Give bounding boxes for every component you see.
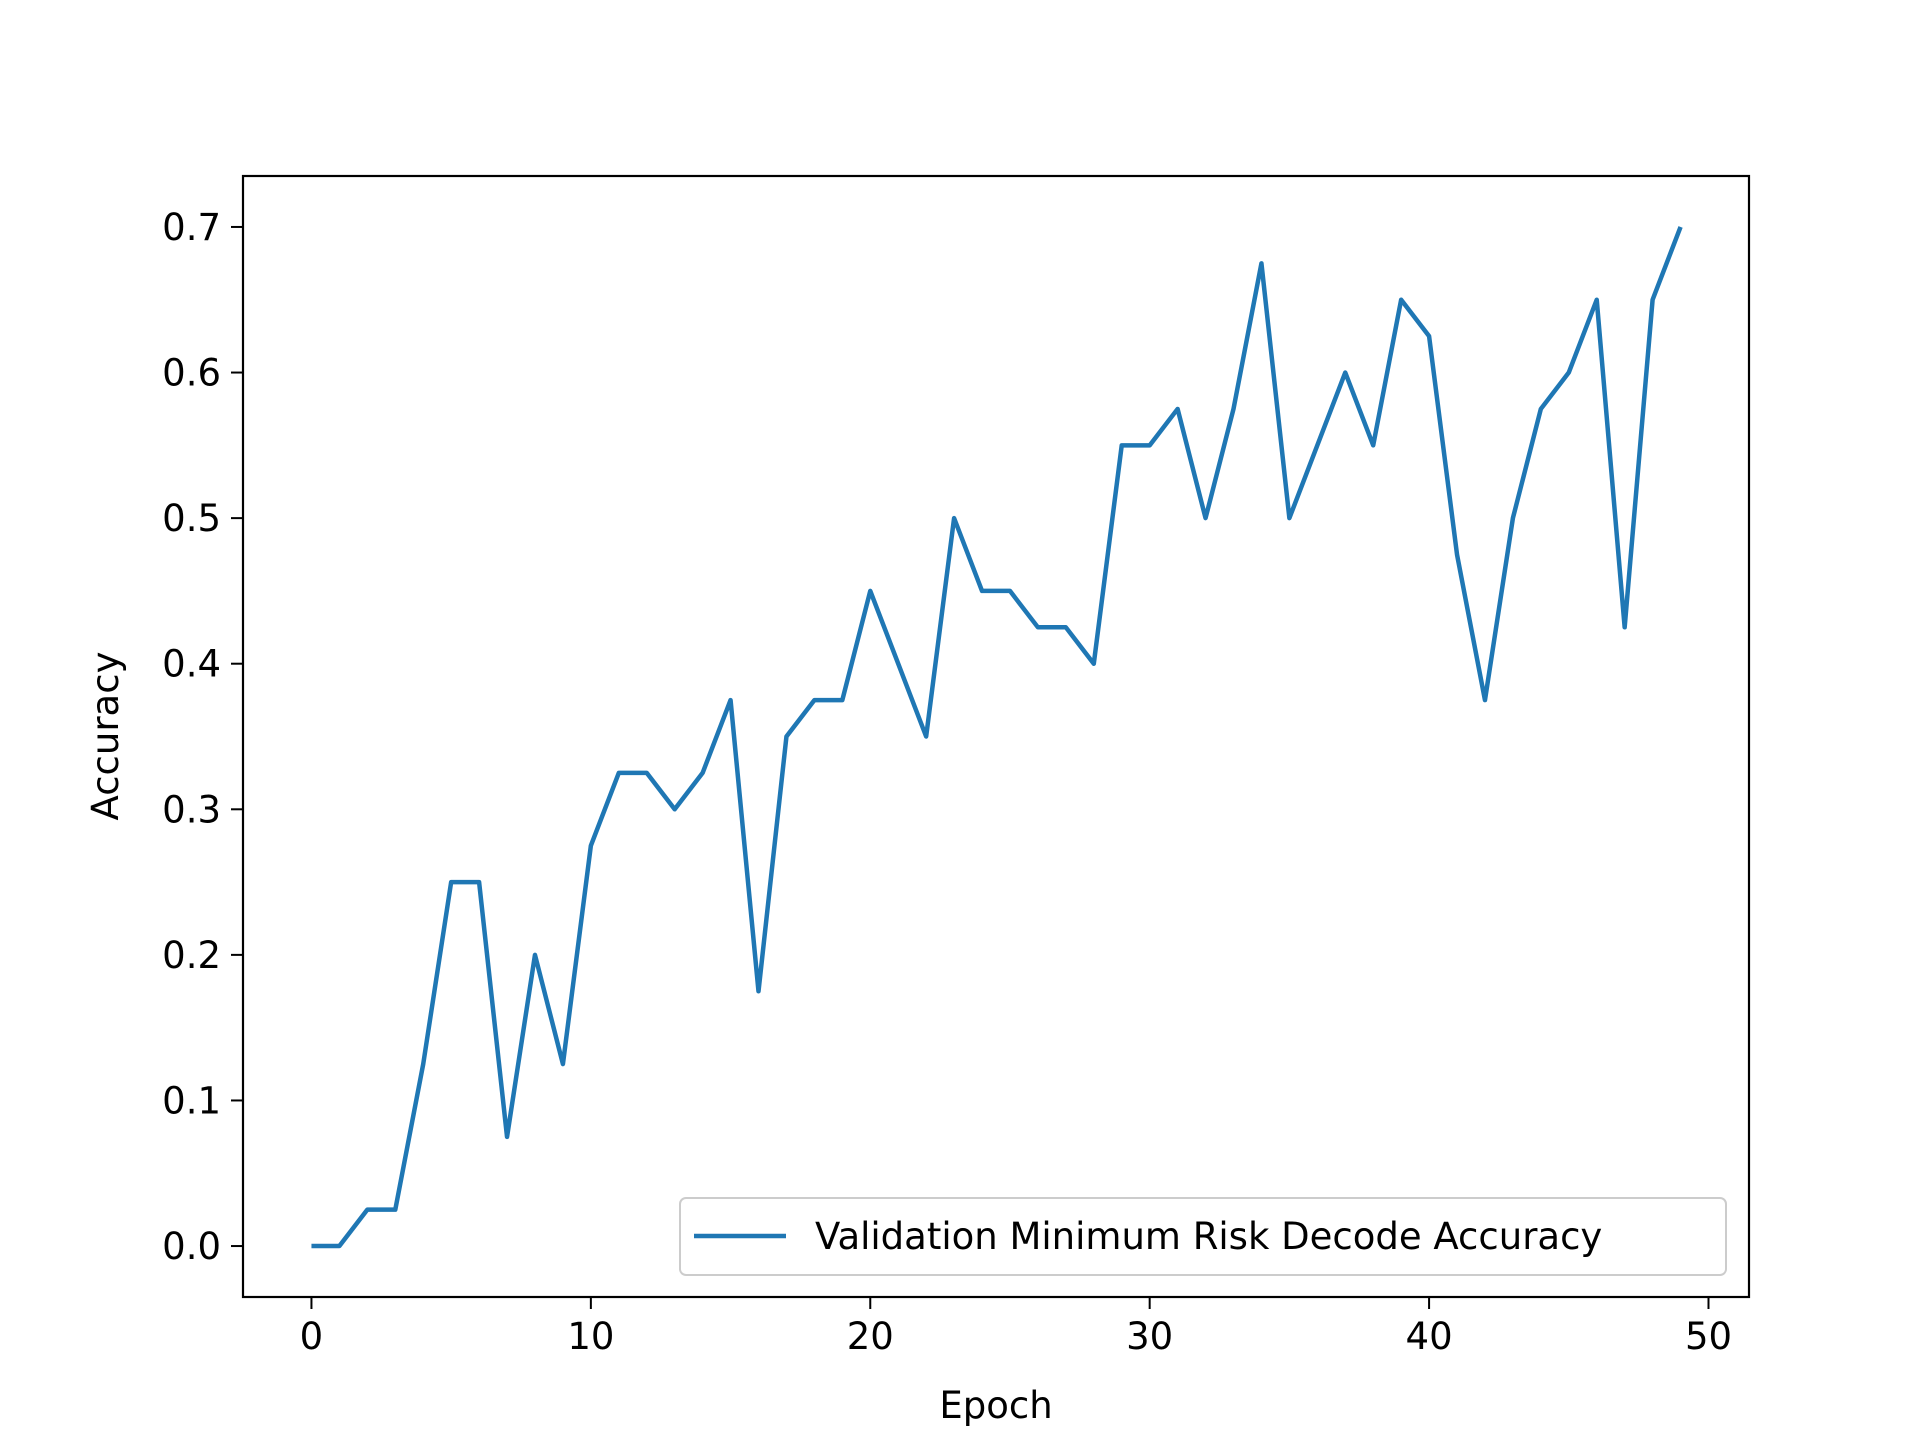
y-tick-label: 0.5 — [162, 497, 221, 540]
y-tick-label: 0.6 — [162, 352, 221, 395]
y-tick-label: 0.1 — [162, 1079, 221, 1122]
y-tick-label: 0.3 — [162, 788, 221, 831]
plot-frame — [241, 174, 1751, 1299]
x-tick-label: 50 — [1685, 1315, 1732, 1358]
x-tick-label: 0 — [300, 1315, 324, 1358]
x-axis-ticks: 0 10 20 30 40 50 — [300, 1297, 1732, 1358]
x-tick-label: 30 — [1126, 1315, 1173, 1358]
legend-entry-label: Validation Minimum Risk Decode Accuracy — [815, 1215, 1602, 1258]
y-tick-label: 0.7 — [162, 206, 221, 249]
y-tick-label: 0.4 — [162, 643, 221, 686]
y-axis-label: Accuracy — [84, 652, 127, 821]
series-line-validation-accuracy — [311, 226, 1683, 1249]
legend-box — [679, 1197, 1727, 1276]
x-tick-label: 20 — [847, 1315, 894, 1358]
legend: Validation Minimum Risk Decode Accuracy — [679, 1197, 1727, 1276]
x-tick-label: 10 — [567, 1315, 614, 1358]
y-tick-label: 0.0 — [162, 1225, 221, 1268]
y-tick-label: 0.2 — [162, 934, 221, 977]
x-axis-label: Epoch — [939, 1384, 1052, 1427]
y-axis-ticks: 0.0 0.1 0.2 0.3 0.4 0.5 0.6 0.7 — [162, 206, 243, 1268]
x-tick-label: 40 — [1406, 1315, 1453, 1358]
plot-area — [243, 176, 1749, 1297]
